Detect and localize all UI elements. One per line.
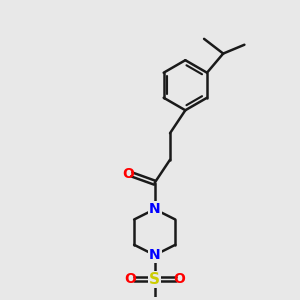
Text: S: S (149, 272, 160, 287)
Text: N: N (149, 248, 161, 262)
Text: O: O (124, 272, 136, 286)
Text: O: O (173, 272, 185, 286)
Text: O: O (122, 167, 134, 181)
Text: N: N (149, 202, 161, 216)
